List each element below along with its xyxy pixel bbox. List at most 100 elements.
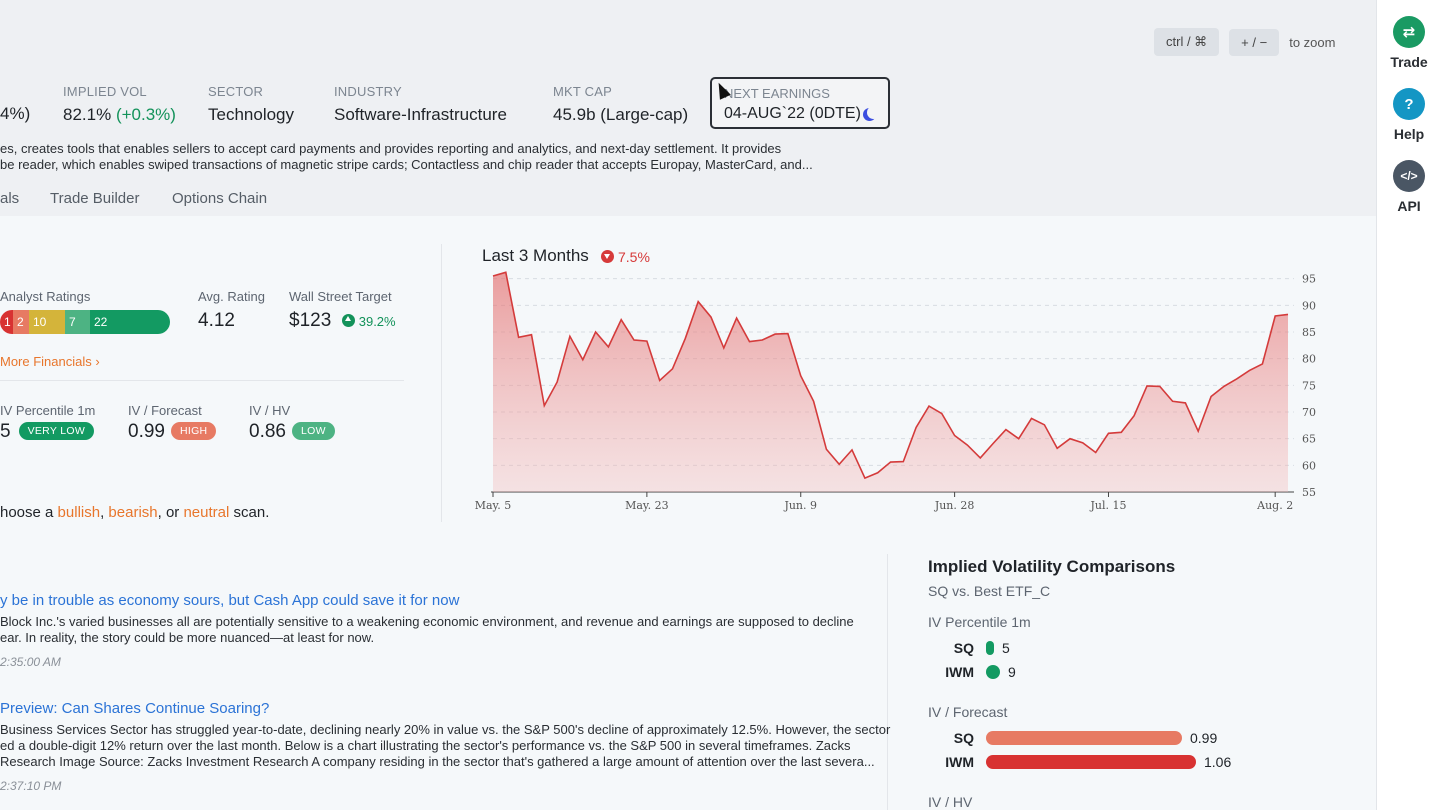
- chevron-right-icon: ›: [95, 354, 100, 369]
- price-area: [493, 272, 1288, 492]
- news-time: 2:35:00 AM: [0, 655, 61, 669]
- iv-hv: 0.86 LOW: [249, 421, 335, 443]
- ivc-bar: [986, 641, 994, 655]
- chart-title: Last 3 Months: [482, 246, 589, 265]
- question-icon: ?: [1393, 88, 1425, 120]
- news-body: Block Inc.'s varied businesses all are p…: [0, 614, 854, 645]
- zoom-plus-minus-key: + / −: [1229, 28, 1280, 56]
- iv-hv-label: IV / HV: [249, 403, 291, 418]
- implied-vol-value: 82.1%: [63, 105, 112, 124]
- iv-forecast-label: IV / Forecast: [128, 403, 202, 418]
- iv-forecast-value: 0.99: [128, 421, 165, 442]
- news-title[interactable]: Preview: Can Shares Continue Soaring?: [0, 700, 270, 717]
- wall-street-target-label: Wall Street Target: [289, 289, 392, 304]
- iv-hv-value: 0.86: [249, 421, 286, 442]
- y-tick-label: 80: [1302, 353, 1316, 366]
- iv-hv-badge: LOW: [291, 422, 335, 440]
- moon-icon: [867, 106, 880, 119]
- x-tick-label: Jul. 15: [1089, 499, 1126, 512]
- ivc-row: IWM 9: [945, 664, 1016, 680]
- divider: [0, 380, 404, 381]
- ivc-row: SQ 5: [953, 640, 1010, 656]
- down-arrow-icon: [601, 250, 614, 263]
- iv-percentile: 5 VERY LOW: [0, 421, 95, 443]
- next-earnings-label: NEXT EARNINGS: [724, 86, 830, 101]
- ivc-row: SQ 0.99: [953, 730, 1218, 746]
- y-tick-label: 90: [1302, 299, 1316, 312]
- y-tick-label: 70: [1302, 406, 1316, 419]
- y-tick-label: 60: [1302, 459, 1316, 472]
- y-tick-label: 85: [1302, 326, 1316, 339]
- symbol-header: ctrl / ⌘ + / − to zoom 4%) IMPLIED VOL 8…: [0, 0, 1376, 216]
- tab-trade-builder[interactable]: Trade Builder: [50, 190, 140, 207]
- x-tick-label: Aug. 2: [1256, 499, 1293, 512]
- ivc-group-label: IV Percentile 1m: [928, 614, 1031, 630]
- mkt-cap-value: 45.9b (Large-cap): [553, 105, 689, 124]
- ivc-group-label: IV / HV: [928, 794, 973, 810]
- zoom-hint: ctrl / ⌘ + / − to zoom: [1154, 28, 1335, 56]
- industry-value: Software-Infrastructure: [334, 105, 507, 124]
- y-tick-label: 65: [1302, 433, 1316, 446]
- more-financials-link[interactable]: More Financials ›: [0, 354, 100, 369]
- rating-strong-sell: 1: [0, 310, 13, 334]
- tab-financials[interactable]: als: [0, 190, 20, 207]
- tab-options-chain[interactable]: Options Chain: [172, 190, 268, 207]
- next-earnings-value: 04-AUG`22 (0DTE): [724, 105, 861, 122]
- zoom-modifier-key: ctrl / ⌘: [1154, 28, 1220, 56]
- news-body: Business Services Sector has struggled y…: [0, 722, 891, 769]
- price-chart[interactable]: 55 60 65 70 75 80 85 90 95 May. 5 May. 23 Jun. 9 Ju…: [470, 262, 1350, 522]
- y-tick-label: 95: [1302, 273, 1316, 286]
- iv-forecast-badge: HIGH: [170, 422, 217, 440]
- code-icon: </>: [1393, 160, 1425, 192]
- analyst-ratings-bar: 1 2 10 7 22: [0, 310, 170, 334]
- up-arrow-icon: [341, 314, 355, 327]
- implied-vol-stat: IMPLIED VOL 82.1% (+0.3%): [63, 84, 176, 124]
- industry-stat: INDUSTRY Software-Infrastructure: [334, 84, 507, 124]
- chart-change-value: 7.5%: [618, 249, 650, 265]
- bullish-scan-link[interactable]: bullish: [57, 504, 101, 521]
- company-description: es, creates tools that enables sellers t…: [0, 141, 813, 172]
- rating-hold: 10: [29, 310, 65, 334]
- x-tick-label: Jun. 28: [934, 499, 975, 512]
- iv-percentile-value: 5: [0, 421, 11, 442]
- panel-divider: [887, 554, 888, 810]
- ivc-bar: [986, 755, 1196, 769]
- sector-value: Technology: [208, 105, 295, 124]
- iv-comparisons-title: Implied Volatility Comparisons: [928, 557, 1176, 576]
- main-content: [0, 216, 1376, 810]
- rating-strong-buy: 22: [90, 310, 170, 334]
- chart-change: 7.5%: [601, 249, 650, 265]
- rail-help-button[interactable]: ? Help: [1377, 88, 1440, 142]
- implied-vol-change: (+0.3%): [115, 105, 176, 124]
- y-tick-label: 75: [1302, 379, 1316, 392]
- news-title[interactable]: y be in trouble as economy sours, but Ca…: [0, 592, 460, 609]
- avg-rating-label: Avg. Rating: [198, 289, 265, 304]
- ivc-group-label: IV / Forecast: [928, 704, 1008, 720]
- iv-comparisons-subtitle: SQ vs. Best ETF_C: [928, 583, 1051, 599]
- neutral-scan-link[interactable]: neutral: [183, 504, 230, 521]
- iv-forecast: 0.99 HIGH: [128, 421, 217, 443]
- y-tick-label: 55: [1302, 486, 1316, 499]
- scan-prompt: hoose a bullish, bearish, or neutral sca…: [0, 504, 270, 521]
- zoom-hint-text: to zoom: [1289, 34, 1336, 50]
- next-earnings-box[interactable]: NEXT EARNINGS 04-AUG`22 (0DTE): [710, 77, 890, 129]
- iv-percentile-badge: VERY LOW: [18, 422, 95, 440]
- x-tick-label: May. 23: [625, 499, 669, 512]
- bearish-scan-link[interactable]: bearish: [108, 504, 158, 521]
- rail-api-button[interactable]: </> API: [1377, 160, 1440, 214]
- target-change: 39.2%: [358, 314, 396, 329]
- news-time: 2:37:10 PM: [0, 779, 62, 793]
- rating-buy: 7: [65, 310, 90, 334]
- panel-divider: [441, 244, 442, 522]
- ivc-bar: [986, 731, 1182, 745]
- ivc-bar: [986, 665, 1000, 679]
- rail-trade-button[interactable]: ⇄ Trade: [1377, 16, 1440, 70]
- mkt-cap-stat: MKT CAP 45.9b (Large-cap): [553, 84, 689, 124]
- iv-percentile-label: IV Percentile 1m: [0, 403, 96, 418]
- swap-arrows-icon: ⇄: [1393, 16, 1425, 48]
- avg-rating-value: 4.12: [198, 310, 235, 331]
- rating-sell: 2: [13, 310, 29, 334]
- target-price: $123: [289, 310, 332, 331]
- sector-stat: SECTOR Technology: [208, 84, 295, 124]
- wall-street-target: $123 39.2%: [289, 310, 396, 332]
